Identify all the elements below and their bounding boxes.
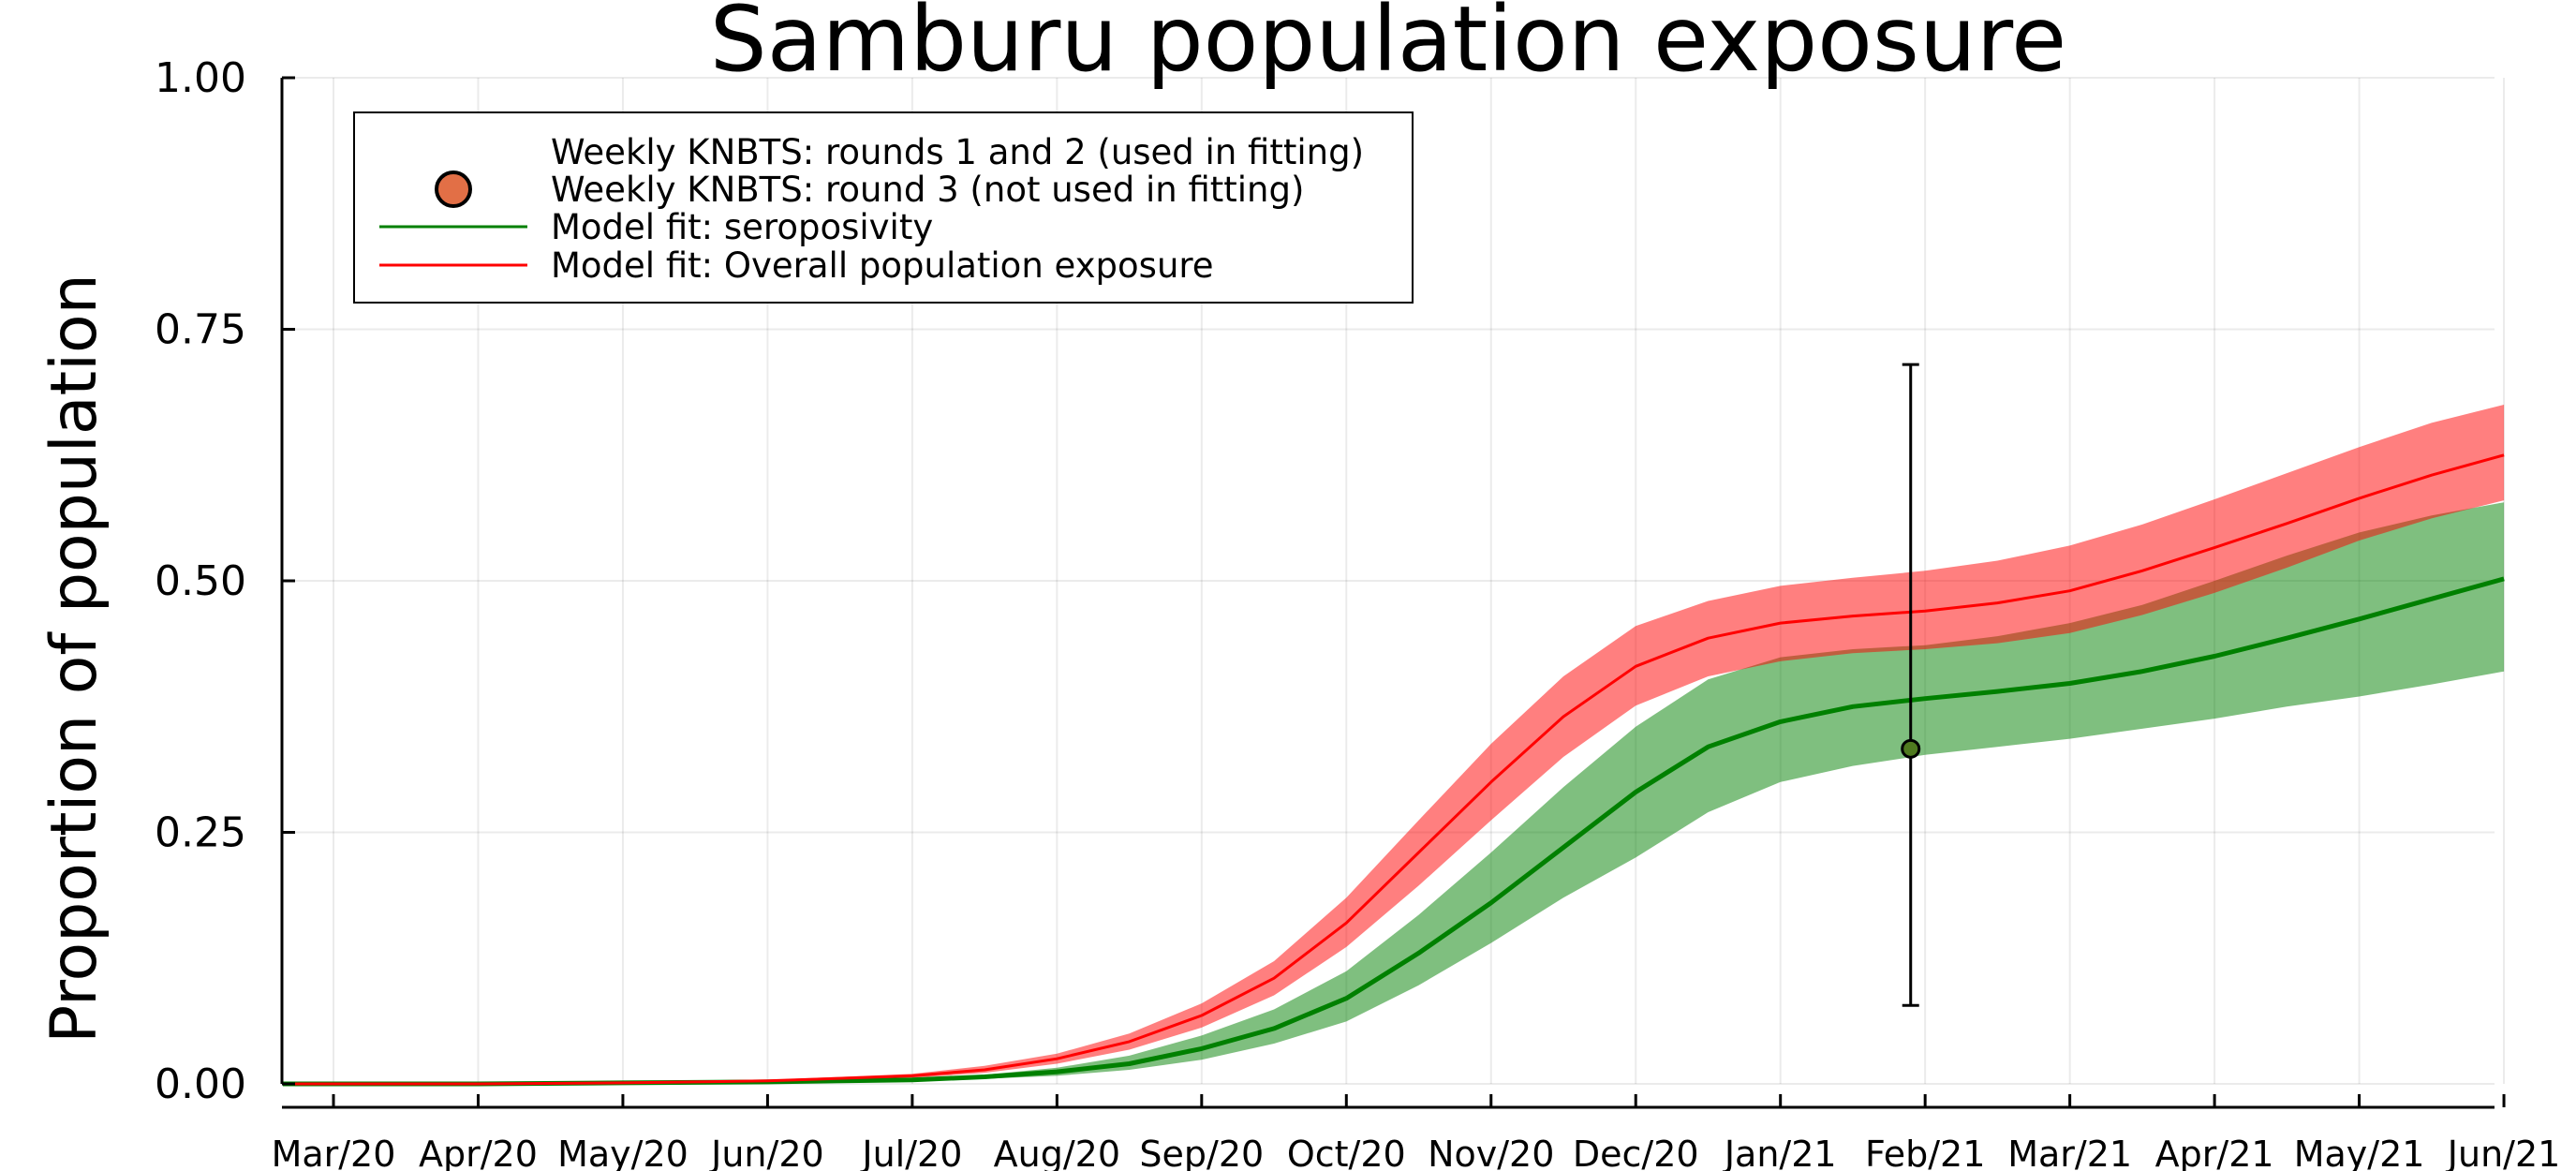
- x-tick-label: Jun/20: [709, 1134, 824, 1171]
- y-tick-label: 0.50: [155, 557, 246, 605]
- legend-marker-round-3: [435, 170, 472, 208]
- data-point: [1901, 738, 1921, 759]
- x-tick-label: Apr/21: [2155, 1134, 2274, 1171]
- x-tick-label: Mar/21: [2007, 1134, 2132, 1171]
- x-tick-label: Sep/20: [1139, 1134, 1264, 1171]
- x-tick-label: Mar/20: [272, 1134, 396, 1171]
- data-points: [1901, 363, 1921, 1007]
- confidence-band: [282, 405, 2505, 1084]
- tick-labels: 0.00 0.25 0.50 0.75 1.00 Mar/20 Apr/20 May/20 Ju…: [155, 54, 2560, 1171]
- series-lines: [282, 453, 2505, 1087]
- x-tick-label: Nov/20: [1428, 1134, 1554, 1171]
- x-tick-label: May/20: [557, 1134, 688, 1171]
- x-tick-label: Apr/20: [419, 1134, 538, 1171]
- x-tick-label: Aug/20: [994, 1134, 1120, 1171]
- y-axis-label: Proportion of population: [37, 274, 111, 1043]
- x-tick-label: Jun/21: [2446, 1134, 2561, 1171]
- confidence-band: [282, 502, 2505, 1084]
- x-tick-label: Dec/20: [1573, 1134, 1699, 1171]
- y-tick-label: 0.75: [155, 306, 246, 354]
- series-line: [282, 453, 2505, 1086]
- legend-label-rounds-1-2: Weekly KNBTS: rounds 1 and 2 (used in fi…: [551, 132, 1364, 172]
- x-tick-label: Jan/21: [1723, 1134, 1837, 1171]
- y-tick-label: 0.25: [155, 809, 246, 857]
- y-tick-label: 0.00: [155, 1060, 246, 1108]
- series-line: [282, 576, 2505, 1087]
- x-tick-label: Feb/21: [1865, 1134, 1985, 1171]
- legend: Weekly KNBTS: rounds 1 and 2 (used in fi…: [353, 111, 1414, 304]
- confidence-bands: [282, 405, 2505, 1084]
- chart-title: Samburu population exposure: [710, 0, 2066, 92]
- y-tick-label: 1.00: [155, 54, 246, 102]
- x-tick-label: Oct/20: [1287, 1134, 1406, 1171]
- x-tick-label: May/21: [2294, 1134, 2425, 1171]
- legend-box: [353, 111, 1414, 304]
- legend-label-round-3: Weekly KNBTS: round 3 (not used in fitti…: [551, 170, 1304, 210]
- legend-label-seropositivity: Model fit: seroposivity: [551, 207, 933, 247]
- axes: [280, 76, 2506, 1109]
- x-tick-label: Jul/20: [860, 1134, 962, 1171]
- legend-label-exposure: Model fit: Overall population exposure: [551, 245, 1214, 286]
